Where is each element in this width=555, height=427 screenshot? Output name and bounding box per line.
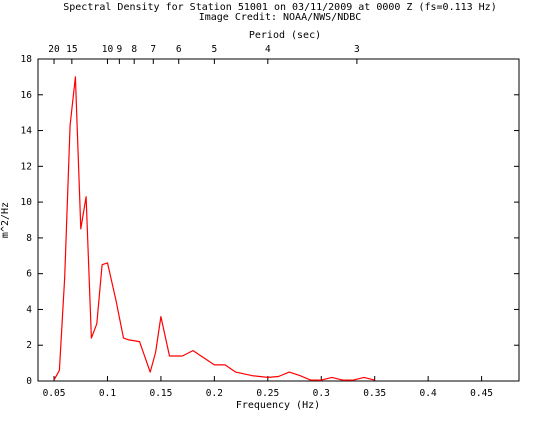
x-axis: 0.05 0.1 0.15 0.2 0.25 0.3 0.35 0.4 0.45 <box>43 376 493 399</box>
period-axis-label: Period (sec) <box>249 30 321 41</box>
y-tick-label: 0 <box>26 376 32 387</box>
y-tick-label: 18 <box>21 54 33 65</box>
y-axis: 0 2 4 6 8 10 12 14 16 18 <box>21 54 519 387</box>
period-tick-label: 3 <box>354 44 360 55</box>
x-tick-label: 0.4 <box>420 388 437 399</box>
y-tick-label: 6 <box>26 269 32 280</box>
y-tick-label: 2 <box>26 340 32 351</box>
x-tick-label: 0.3 <box>313 388 330 399</box>
spectral-density-line <box>53 76 375 381</box>
y-tick-label: 16 <box>21 90 33 101</box>
period-tick-label: 8 <box>131 44 137 55</box>
y-tick-label: 12 <box>21 161 32 172</box>
period-tick-label: 10 <box>102 44 114 55</box>
chart-subtitle: Image Credit: NOAA/NWS/NDBC <box>199 12 362 23</box>
x-tick-label: 0.05 <box>43 388 66 399</box>
period-tick-label: 9 <box>116 44 122 55</box>
y-tick-label: 8 <box>26 233 32 244</box>
x-axis-label: Frequency (Hz) <box>236 400 320 411</box>
x-tick-label: 0.2 <box>206 388 223 399</box>
period-tick-label: 7 <box>150 44 156 55</box>
x-tick-label: 0.45 <box>470 388 493 399</box>
plot-area <box>37 58 520 382</box>
chart-title: Spectral Density for Station 51001 on 03… <box>63 2 496 13</box>
period-tick-label: 15 <box>66 44 77 55</box>
period-tick-label: 5 <box>211 44 217 55</box>
y-axis-label: m^2/Hz <box>0 202 11 238</box>
period-tick-label: 20 <box>48 44 60 55</box>
period-tick-label: 6 <box>176 44 182 55</box>
period-axis: 20 15 10 9 8 7 6 5 4 3 <box>48 44 360 64</box>
x-tick-label: 0.1 <box>99 388 116 399</box>
y-tick-label: 4 <box>26 304 32 315</box>
x-tick-label: 0.15 <box>149 388 172 399</box>
series-group <box>53 76 375 381</box>
x-tick-label: 0.25 <box>256 388 279 399</box>
period-tick-label: 4 <box>265 44 271 55</box>
y-tick-label: 14 <box>21 126 33 137</box>
x-tick-label: 0.35 <box>363 388 386 399</box>
y-tick-label: 10 <box>21 197 33 208</box>
